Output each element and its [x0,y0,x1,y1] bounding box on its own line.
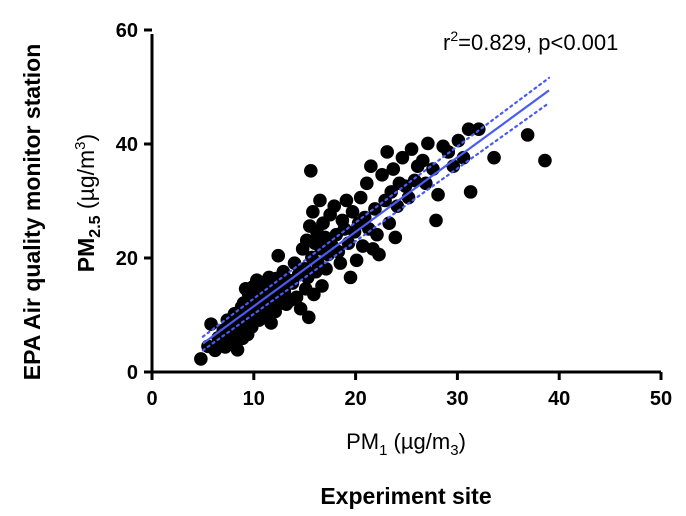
x-tick-label: 40 [548,388,570,410]
y-title-close: ) [73,134,99,142]
y-title-main: PM [73,238,99,273]
data-point [404,142,419,156]
data-point [306,205,320,219]
data-point [307,287,321,302]
data-point [471,122,486,136]
y-tick-label: 20 [116,248,138,270]
data-point [461,122,476,136]
y-caption: EPA Air quality monitor station [19,44,45,381]
x-tick-label: 0 [146,388,157,410]
data-point [337,222,352,236]
x-title-main: PM [346,429,379,454]
ci-lower-line [201,101,551,352]
data-point [407,173,422,188]
data-point [194,352,208,366]
data-point [375,167,389,182]
data-point [339,193,354,208]
data-point [293,301,308,316]
ci-upper-line [201,76,551,338]
axes: 0 10 20 30 40 50 0 20 40 60 [116,20,672,410]
y-title-units-sup: 3 [72,141,89,149]
data-point [230,342,245,357]
data-point [313,193,327,208]
data-point [364,159,378,174]
x-ticks: 0 10 20 30 40 50 [146,372,672,410]
y-ticks: 0 20 40 60 [116,20,152,384]
x-title-close: ) [459,429,466,454]
data-point [327,199,342,213]
x-axis-title: PM1 (µg/m3) [346,429,466,459]
data-point [487,150,501,165]
x-title-units: (µg/m [387,429,450,454]
data-point [315,279,329,293]
y-tick-label: 0 [127,362,138,384]
stats-r-superscript: 2 [450,28,458,44]
data-point [264,316,278,330]
data-point [429,213,443,228]
stats-annotation: r2=0.829, p<0.001 [443,28,618,55]
data-point [372,247,386,262]
y-axis-title: PM2.5 (µg/m3) [72,134,104,272]
data-point [301,310,316,325]
x-tick-label: 30 [446,388,468,410]
data-point [463,185,478,199]
data-point [520,128,535,142]
data-points [194,122,552,366]
regression-line [202,89,550,345]
x-title-sub: 1 [379,442,387,459]
y-tick-label: 60 [116,20,138,42]
data-point [304,163,318,178]
data-point [421,136,435,151]
x-tick-label: 20 [344,388,366,410]
y-title-units: (µg/m [73,150,99,216]
y-tick-label: 40 [116,134,138,156]
y-title-sub: 2.5 [87,215,104,237]
data-point [333,256,348,270]
data-point [538,153,552,168]
x-tick-label: 50 [650,388,672,410]
data-point [349,253,364,268]
data-point [355,239,370,253]
data-point [384,185,399,199]
data-point [419,176,433,191]
data-point [319,262,333,276]
data-point [287,256,302,270]
data-point [431,187,445,202]
x-tick-label: 10 [243,388,265,410]
data-point [451,133,466,148]
x-caption: Experiment site [320,483,491,509]
data-point [289,290,304,305]
regression-lines [201,76,551,352]
data-point [386,162,401,176]
x-title-units-sub: 3 [450,442,458,459]
data-point [271,248,286,263]
data-point [359,176,374,191]
stats-r: r [443,30,450,55]
data-point [380,145,394,159]
data-point [395,150,410,165]
data-point [345,205,360,219]
stats-rest: =0.829, p<0.001 [458,30,618,55]
data-point [353,190,368,205]
data-point [388,230,403,245]
data-point [343,270,358,285]
data-point [370,227,384,242]
data-point [415,153,430,168]
data-point [204,317,218,331]
